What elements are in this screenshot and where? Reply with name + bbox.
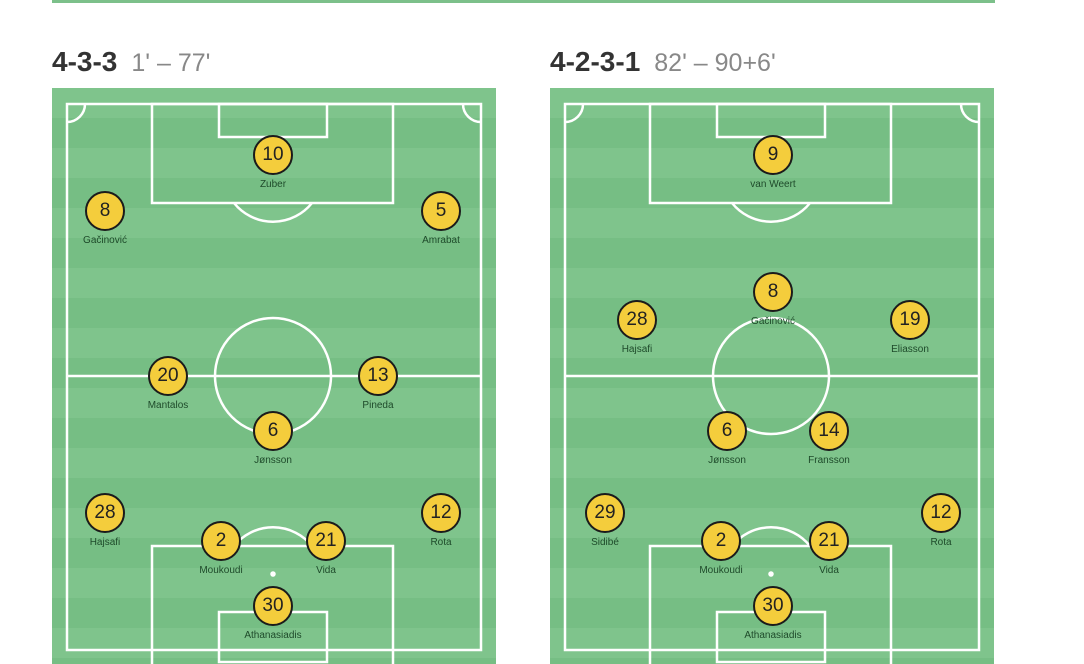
player-name: Fransson <box>808 455 850 466</box>
player-marker[interactable]: 5 Amrabat <box>391 191 491 246</box>
player-number: 2 <box>701 521 741 561</box>
formation-title-2: 4-2-3-1 82' – 90+6' <box>550 46 776 78</box>
player-number: 28 <box>85 493 125 533</box>
player-number: 8 <box>753 272 793 312</box>
player-number: 12 <box>421 493 461 533</box>
player-name: Hajsafi <box>621 344 653 355</box>
player-name: Hajsafi <box>89 537 121 548</box>
player-marker[interactable]: 28 Hajsafi <box>587 300 687 355</box>
player-marker[interactable]: 19 Eliasson <box>860 300 960 355</box>
player-marker[interactable]: 28 Hajsafi <box>55 493 155 548</box>
player-number: 30 <box>253 586 293 626</box>
player-marker[interactable]: 8 Gačinović <box>55 191 155 246</box>
player-name: Mantalos <box>147 400 189 411</box>
player-marker[interactable]: 29 Sidibé <box>555 493 655 548</box>
divider <box>52 0 995 3</box>
player-name: Vida <box>316 565 336 576</box>
player-number: 5 <box>421 191 461 231</box>
player-marker[interactable]: 2 Moukoudi <box>171 521 271 576</box>
player-name: Moukoudi <box>199 565 243 576</box>
player-marker[interactable]: 30 Athanasiadis <box>223 586 323 641</box>
player-marker[interactable]: 10 Zuber <box>223 135 323 190</box>
player-marker[interactable]: 13 Pineda <box>328 356 428 411</box>
player-marker[interactable]: 21 Vida <box>779 521 879 576</box>
player-number: 9 <box>753 135 793 175</box>
player-marker[interactable]: 8 Gačinović <box>723 272 823 327</box>
player-name: Rota <box>930 537 952 548</box>
player-marker[interactable]: 6 Jønsson <box>223 411 323 466</box>
player-name: Vida <box>819 565 839 576</box>
pitch-formation-1: 10 Zuber 8 Gačinović 5 Amrabat 20 Mantalos 13 Pin… <box>52 88 496 664</box>
player-number: 14 <box>809 411 849 451</box>
player-marker[interactable]: 14 Fransson <box>779 411 879 466</box>
formation-shape: 4-2-3-1 <box>550 46 641 77</box>
player-marker[interactable]: 12 Rota <box>891 493 991 548</box>
player-number: 2 <box>201 521 241 561</box>
player-name: Zuber <box>259 179 287 190</box>
player-name: Athanasiadis <box>744 630 802 641</box>
player-number: 6 <box>253 411 293 451</box>
pitch-formation-2: 9 van Weert 8 Gačinović 28 Hajsafi 19 Eliasson 6… <box>550 88 994 664</box>
player-number: 19 <box>890 300 930 340</box>
player-number: 6 <box>707 411 747 451</box>
formation-title-1: 4-3-3 1' – 77' <box>52 46 210 78</box>
player-number: 21 <box>306 521 346 561</box>
player-marker[interactable]: 9 van Weert <box>723 135 823 190</box>
player-marker[interactable]: 2 Moukoudi <box>671 521 771 576</box>
player-number: 28 <box>617 300 657 340</box>
player-marker[interactable]: 6 Jønsson <box>677 411 777 466</box>
player-number: 30 <box>753 586 793 626</box>
player-name: Rota <box>430 537 452 548</box>
player-number: 20 <box>148 356 188 396</box>
pitch-lines <box>65 102 483 664</box>
player-marker[interactable]: 20 Mantalos <box>118 356 218 411</box>
player-name: van Weert <box>750 179 796 190</box>
player-name: Jønsson <box>708 455 746 466</box>
player-name: Athanasiadis <box>244 630 302 641</box>
player-number: 21 <box>809 521 849 561</box>
player-name: Gačinović <box>83 235 127 246</box>
player-marker[interactable]: 21 Vida <box>276 521 376 576</box>
player-marker[interactable]: 12 Rota <box>391 493 491 548</box>
player-number: 12 <box>921 493 961 533</box>
player-number: 13 <box>358 356 398 396</box>
player-name: Moukoudi <box>699 565 743 576</box>
player-marker[interactable]: 30 Athanasiadis <box>723 586 823 641</box>
formation-time: 1' – 77' <box>131 49 211 77</box>
player-number: 10 <box>253 135 293 175</box>
player-name: Gačinović <box>751 316 795 327</box>
player-name: Jønsson <box>254 455 292 466</box>
formation-time: 82' – 90+6' <box>654 49 776 77</box>
player-name: Eliasson <box>891 344 929 355</box>
player-number: 29 <box>585 493 625 533</box>
player-number: 8 <box>85 191 125 231</box>
player-name: Sidibé <box>591 537 619 548</box>
player-name: Pineda <box>362 400 394 411</box>
player-name: Amrabat <box>422 235 460 246</box>
formation-shape: 4-3-3 <box>52 46 118 77</box>
